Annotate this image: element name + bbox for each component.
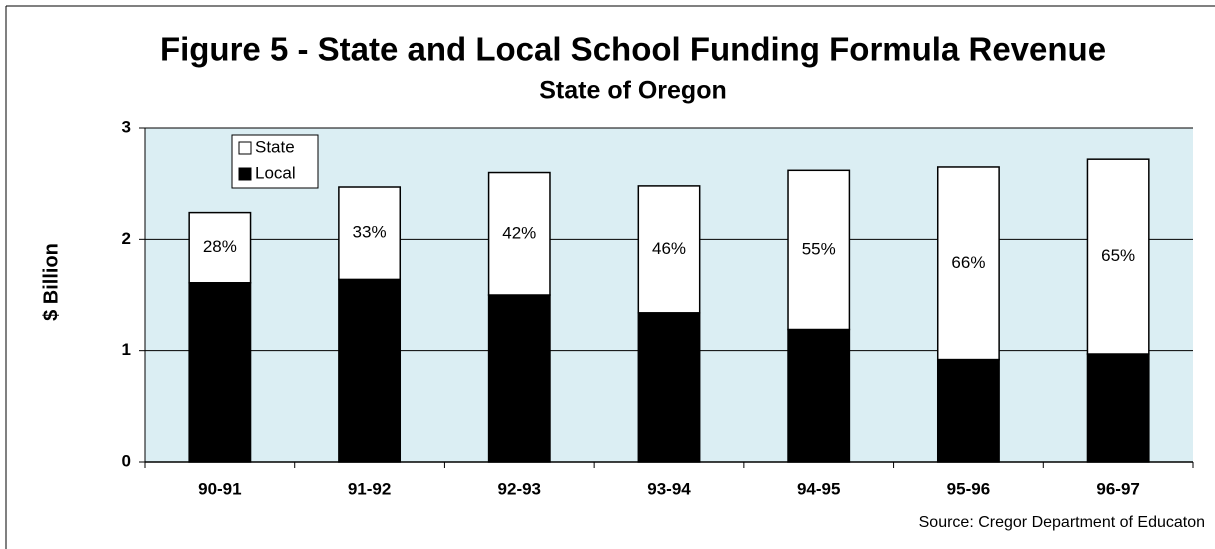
x-tick-label: 91-92 xyxy=(348,479,391,498)
source-note: Source: Cregor Department of Educaton xyxy=(919,514,1205,531)
y-tick-label: 1 xyxy=(122,340,131,359)
share-label: 46% xyxy=(652,239,686,258)
share-label: 42% xyxy=(502,223,536,242)
chart-subtitle: State of Oregon xyxy=(539,77,727,105)
bar-segment xyxy=(1086,353,1150,463)
x-tick-label: 92-93 xyxy=(498,479,541,498)
share-label: 28% xyxy=(203,237,237,256)
bar-segment xyxy=(936,358,1000,463)
y-tick-label: 2 xyxy=(122,229,131,248)
y-tick-label: 3 xyxy=(122,117,131,136)
legend-swatch xyxy=(238,141,252,155)
x-tick-label: 90-91 xyxy=(198,479,241,498)
x-tick-label: 95-96 xyxy=(947,479,990,498)
bar-segment xyxy=(487,294,551,463)
y-axis-label: $ Billion xyxy=(40,243,62,321)
share-label: 55% xyxy=(802,239,836,258)
share-label: 65% xyxy=(1101,246,1135,265)
share-label: 66% xyxy=(951,253,985,272)
bar-segment xyxy=(1086,158,1150,355)
share-label: 33% xyxy=(353,223,387,242)
x-tick-label: 96-97 xyxy=(1096,479,1139,498)
bar-segment xyxy=(787,169,851,331)
bar-segment xyxy=(188,282,252,463)
legend-label: State xyxy=(255,137,295,156)
bar-segment xyxy=(188,211,252,284)
bar-segment xyxy=(338,278,402,463)
x-tick-label: 94-95 xyxy=(797,479,840,498)
legend-swatch xyxy=(238,167,252,181)
bar-segment xyxy=(637,312,701,463)
bar-segment xyxy=(487,171,551,296)
chart-title: Figure 5 - State and Local School Fundin… xyxy=(160,31,1106,68)
bar-segment xyxy=(936,166,1000,361)
y-tick-label: 0 xyxy=(122,451,131,470)
bar-segment xyxy=(338,186,402,281)
legend-label: Local xyxy=(255,163,296,182)
x-tick-label: 93-94 xyxy=(647,479,691,498)
bar-segment xyxy=(787,328,851,463)
bar-segment xyxy=(637,185,701,314)
